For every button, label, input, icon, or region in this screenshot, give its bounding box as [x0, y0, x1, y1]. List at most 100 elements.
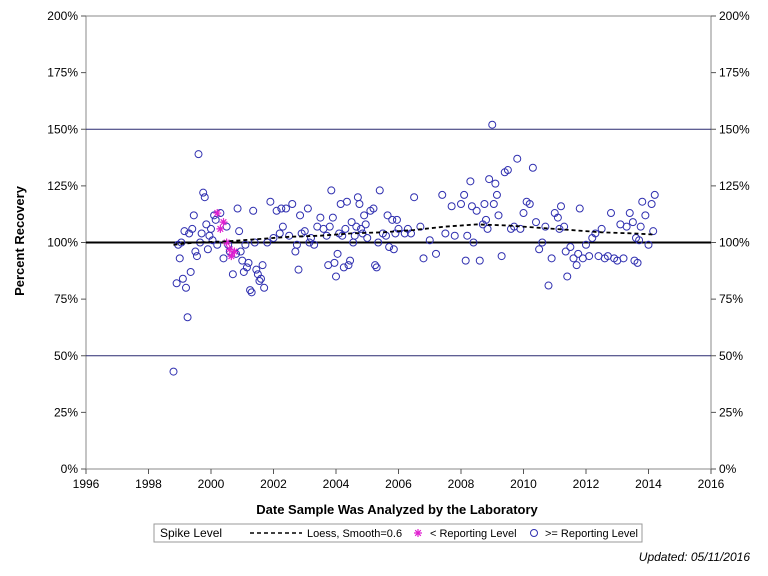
data-point-circle — [383, 211, 392, 220]
data-point-circle — [341, 224, 350, 233]
data-point-circle — [419, 254, 428, 263]
data-point-circle — [303, 204, 312, 213]
data-point-circle — [513, 154, 522, 163]
y-tick-label-right: 200% — [719, 9, 750, 23]
data-point-circle — [636, 222, 645, 231]
data-point-circle — [244, 258, 253, 267]
data-point-circle — [346, 256, 355, 265]
data-point-circle — [492, 190, 501, 199]
data-point-circle — [249, 206, 258, 215]
data-point-circle — [461, 256, 470, 265]
data-point-circle — [541, 222, 550, 231]
y-tick-label-left: 0% — [61, 462, 79, 476]
y-tick-label-left: 50% — [54, 349, 78, 363]
data-point-circle — [528, 163, 537, 172]
data-point-circle — [296, 211, 305, 220]
data-point-circle — [491, 179, 500, 188]
x-tick-label: 2012 — [573, 477, 600, 491]
y-tick-label-left: 75% — [54, 292, 78, 306]
data-point-circle — [257, 274, 265, 283]
legend: Spike Level Loess, Smooth=0.6 < Reportin… — [153, 523, 643, 543]
data-point-circle — [219, 254, 228, 263]
data-point-circle — [575, 204, 584, 213]
y-tick-label-right: 0% — [719, 462, 737, 476]
data-point-circle — [235, 227, 244, 236]
data-point-circle — [635, 236, 644, 245]
data-point-circle — [325, 222, 334, 231]
y-tick-label-right: 125% — [719, 179, 750, 193]
data-point-circle — [532, 218, 540, 227]
data-point-circle — [241, 240, 250, 249]
data-point-circle — [585, 252, 594, 261]
data-point-circle — [375, 186, 384, 195]
data-point-circle — [372, 263, 381, 272]
legend-title: Spike Level — [160, 526, 222, 540]
data-point-circle — [457, 199, 465, 208]
data-point-circle — [355, 199, 364, 208]
data-point-circle — [519, 209, 528, 218]
data-point-circle — [339, 263, 348, 272]
loess-curve — [173, 223, 655, 246]
y-axis-left: 0% 25% 50% 75% 100% 125% 150% 175% 200% — [47, 9, 86, 476]
legend-circle-swatch — [530, 529, 538, 537]
data-point-circle — [388, 215, 397, 224]
data-point-circle — [208, 236, 217, 245]
data-point-circle — [342, 197, 351, 206]
data-point-circle — [438, 190, 447, 199]
x-tick-label: 2006 — [385, 477, 412, 491]
data-point-circle — [544, 281, 553, 290]
data-point-circle — [294, 265, 303, 274]
data-point-circle — [483, 224, 492, 233]
data-point-circle — [228, 270, 237, 279]
data-point-circle — [572, 261, 581, 270]
data-point-circle — [641, 211, 650, 220]
data-point-circle — [488, 120, 497, 129]
data-point-circle — [628, 218, 637, 227]
data-point-circle — [561, 247, 570, 256]
data-point-circle — [516, 224, 525, 233]
loess-line — [173, 223, 655, 246]
data-point-star — [222, 238, 231, 247]
data-point-star — [227, 252, 236, 261]
x-tick-label: 2014 — [635, 477, 662, 491]
legend-below-label: < Reporting Level — [430, 528, 517, 540]
data-point-circle — [392, 215, 401, 224]
y-tick-label-left: 25% — [54, 405, 78, 419]
data-point-star — [216, 224, 225, 233]
data-point-circle — [555, 224, 564, 233]
data-point-circle — [560, 222, 569, 231]
data-point-circle — [494, 211, 503, 220]
data-point-circle — [258, 261, 267, 270]
data-point-circle — [172, 279, 181, 288]
y-tick-label-right: 175% — [719, 66, 750, 80]
y-tick-label-right: 100% — [719, 236, 750, 250]
data-point-circle — [557, 202, 565, 211]
x-tick-label: 2000 — [198, 477, 225, 491]
data-point-circle — [480, 199, 489, 208]
data-point-star — [225, 245, 234, 254]
data-point-circle — [189, 211, 198, 220]
data-point-circle — [644, 240, 653, 249]
data-point-circle — [566, 243, 575, 252]
data-point-circle — [175, 254, 184, 263]
data-point-circle — [497, 252, 506, 261]
data-point-circle — [169, 367, 178, 376]
data-point-circle — [638, 197, 647, 206]
y-tick-label-left: 200% — [47, 9, 78, 23]
data-point-circle — [410, 193, 419, 202]
data-point-circle — [347, 218, 356, 227]
x-tick-label: 2008 — [448, 477, 475, 491]
y-tick-label-left: 125% — [47, 179, 78, 193]
data-point-circle — [535, 245, 544, 254]
y-tick-label-right: 50% — [719, 349, 743, 363]
data-point-circle — [178, 274, 187, 283]
data-point-circle — [361, 220, 370, 229]
data-point-circle — [328, 213, 337, 222]
data-point-circle — [186, 267, 195, 276]
data-point-circle — [432, 249, 440, 258]
data-point-circle — [300, 227, 309, 236]
y-tick-label-left: 175% — [47, 66, 78, 80]
x-tick-label: 1996 — [73, 477, 100, 491]
data-point-circle — [650, 190, 659, 199]
data-point-circle — [199, 188, 208, 197]
